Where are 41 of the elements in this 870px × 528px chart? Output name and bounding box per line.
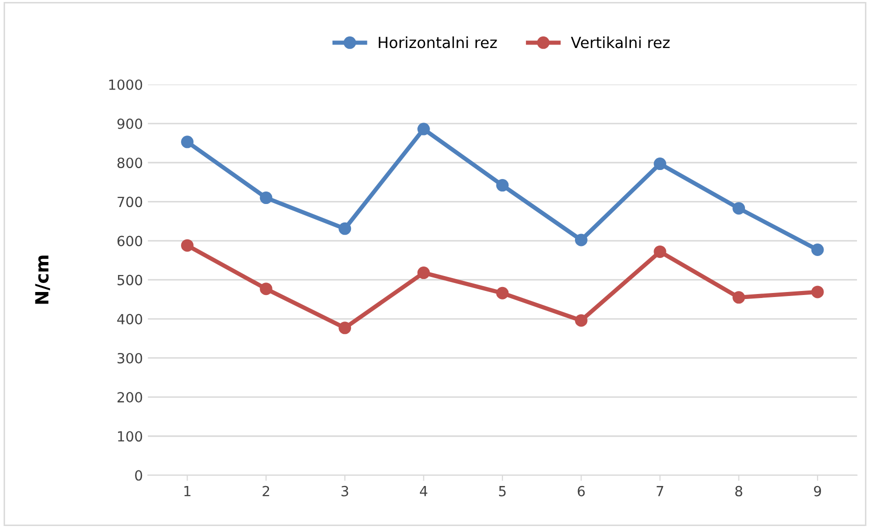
- y-tick-label: 300: [118, 352, 142, 364]
- legend-label: Vertikalni rez: [570, 36, 670, 48]
- point: [417, 266, 430, 280]
- y-tick-label: 500: [118, 274, 142, 286]
- x-tick-label: 4: [420, 486, 428, 496]
- point: [338, 222, 352, 235]
- point: [496, 286, 509, 300]
- point: [811, 286, 824, 298]
- y-tick-label: 800: [117, 158, 142, 168]
- point: [732, 202, 746, 215]
- y-tick-label: 0: [135, 470, 142, 481]
- y-tick-label: 900: [117, 118, 142, 130]
- x-tick-label: 6: [578, 486, 585, 496]
- point: [260, 282, 272, 296]
- x-tick-label: 7: [656, 486, 664, 496]
- point: [654, 158, 666, 170]
- y-tick-label: 600: [118, 236, 142, 246]
- point: [181, 239, 194, 252]
- point: [574, 234, 588, 246]
- y-tick-label: 100: [118, 431, 142, 442]
- legend-label: Horizontalni rez: [378, 36, 497, 48]
- x-tick-label: 2: [262, 486, 270, 496]
- point: [338, 322, 352, 334]
- y-tick-label: 200: [118, 392, 142, 403]
- point: [574, 314, 588, 327]
- x-tick-label: 5: [499, 486, 506, 496]
- point: [811, 244, 824, 256]
- point: [417, 122, 430, 136]
- point: [732, 291, 746, 304]
- x-tick-label: 8: [735, 486, 742, 496]
- x-tick-label: 3: [342, 486, 348, 496]
- y-tick-label: 400: [117, 314, 142, 324]
- point: [496, 179, 509, 192]
- point: [181, 136, 194, 148]
- x-tick-label: 1: [184, 486, 190, 496]
- y-tick-label: 700: [118, 196, 142, 208]
- x-tick-label: 9: [814, 486, 821, 496]
- y-tick-label: 1000: [109, 79, 142, 90]
- point: [260, 192, 272, 204]
- y-axis-title: N/cm: [35, 256, 50, 304]
- point: [654, 245, 666, 258]
